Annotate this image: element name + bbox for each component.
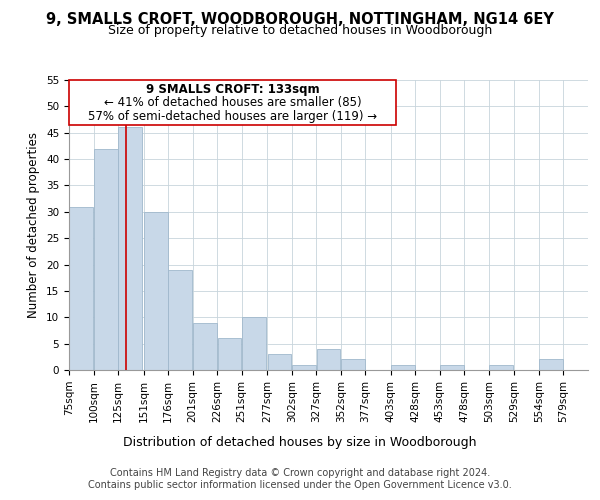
Bar [94, 148, 118, 370]
Bar [144, 212, 167, 370]
Text: Contains HM Land Registry data © Crown copyright and database right 2024.
Contai: Contains HM Land Registry data © Crown c… [88, 468, 512, 490]
Bar [440, 364, 464, 370]
Bar [242, 318, 266, 370]
Bar [292, 364, 316, 370]
Bar [118, 128, 142, 370]
Text: 9 SMALLS CROFT: 133sqm: 9 SMALLS CROFT: 133sqm [146, 84, 319, 96]
Bar [218, 338, 241, 370]
Bar [317, 349, 340, 370]
Bar [341, 360, 365, 370]
Text: Size of property relative to detached houses in Woodborough: Size of property relative to detached ho… [108, 24, 492, 37]
Bar [490, 364, 513, 370]
Bar [70, 206, 93, 370]
Text: 57% of semi-detached houses are larger (119) →: 57% of semi-detached houses are larger (… [88, 110, 377, 124]
Bar [169, 270, 192, 370]
Y-axis label: Number of detached properties: Number of detached properties [28, 132, 40, 318]
Bar [268, 354, 292, 370]
Bar [391, 364, 415, 370]
Bar [539, 360, 563, 370]
Text: ← 41% of detached houses are smaller (85): ← 41% of detached houses are smaller (85… [104, 96, 361, 109]
FancyBboxPatch shape [69, 80, 396, 125]
Text: Distribution of detached houses by size in Woodborough: Distribution of detached houses by size … [123, 436, 477, 449]
Bar [193, 322, 217, 370]
Text: 9, SMALLS CROFT, WOODBOROUGH, NOTTINGHAM, NG14 6EY: 9, SMALLS CROFT, WOODBOROUGH, NOTTINGHAM… [46, 12, 554, 28]
